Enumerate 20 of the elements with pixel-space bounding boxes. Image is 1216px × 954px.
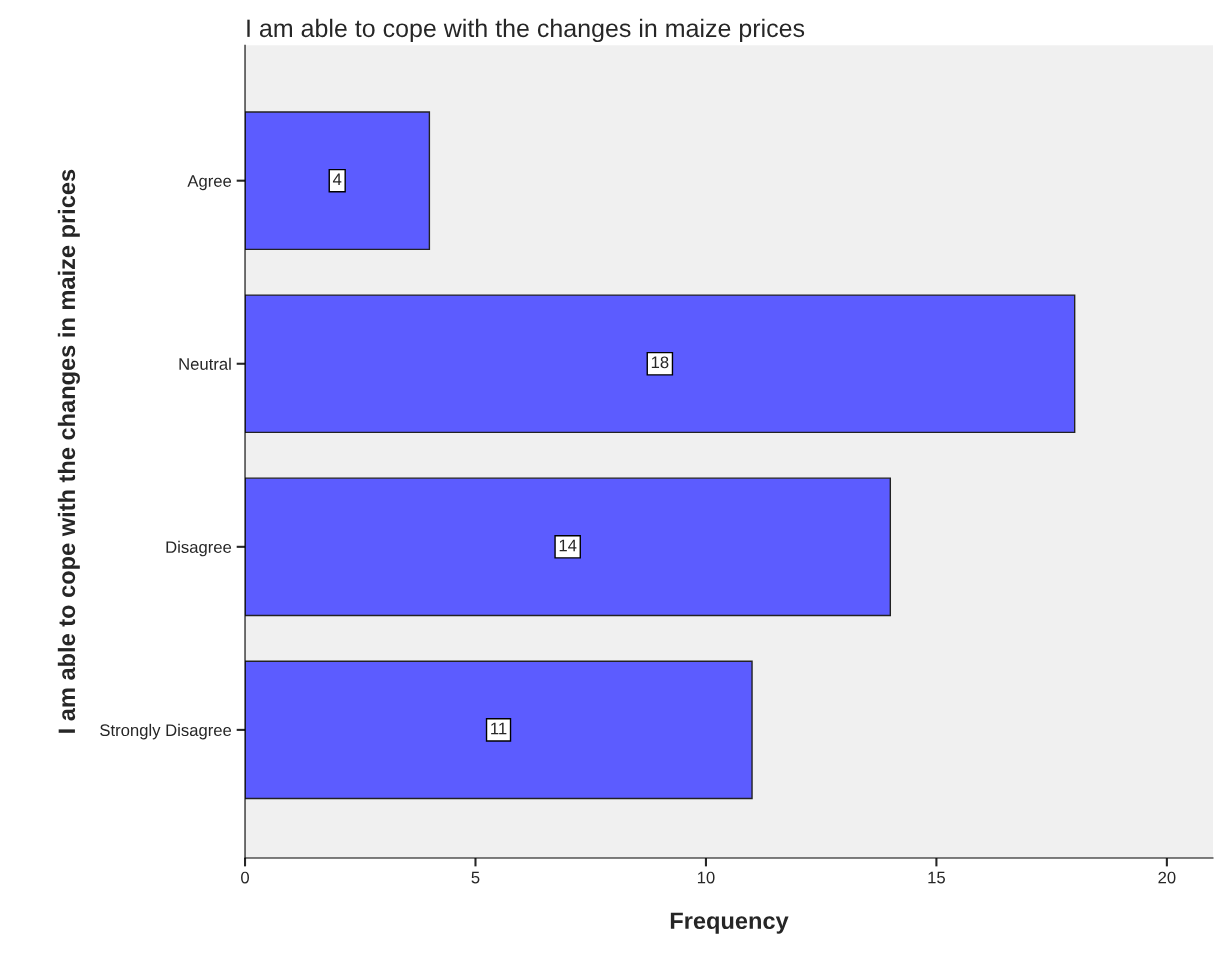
x-tick-label: 0 (241, 871, 250, 884)
data-label: 11 (491, 722, 507, 735)
data-label: 14 (559, 539, 577, 552)
x-tick-label: 5 (471, 871, 480, 884)
x-tick-label: 15 (928, 871, 945, 884)
x-tick-label: 10 (697, 871, 715, 884)
y-tick-label: Agree (187, 175, 232, 191)
bar (245, 477, 892, 617)
x-axis-title: Frequency (670, 912, 789, 934)
y-tick-label: Neutral (179, 357, 231, 370)
bar (245, 111, 431, 251)
bar (245, 660, 753, 800)
y-tick-label: Disagree (166, 540, 232, 557)
chart-title: I am able to cope with the changes in maize prices (247, 18, 805, 43)
y-tick-label: Strongly Disagree (100, 723, 232, 740)
data-label: 4 (332, 173, 342, 185)
x-tick-label: 20 (1158, 871, 1176, 884)
y-axis-title: I am able to cope with the changes in maize prices (57, 169, 80, 733)
data-label: 18 (651, 356, 669, 369)
bar (245, 294, 1076, 434)
